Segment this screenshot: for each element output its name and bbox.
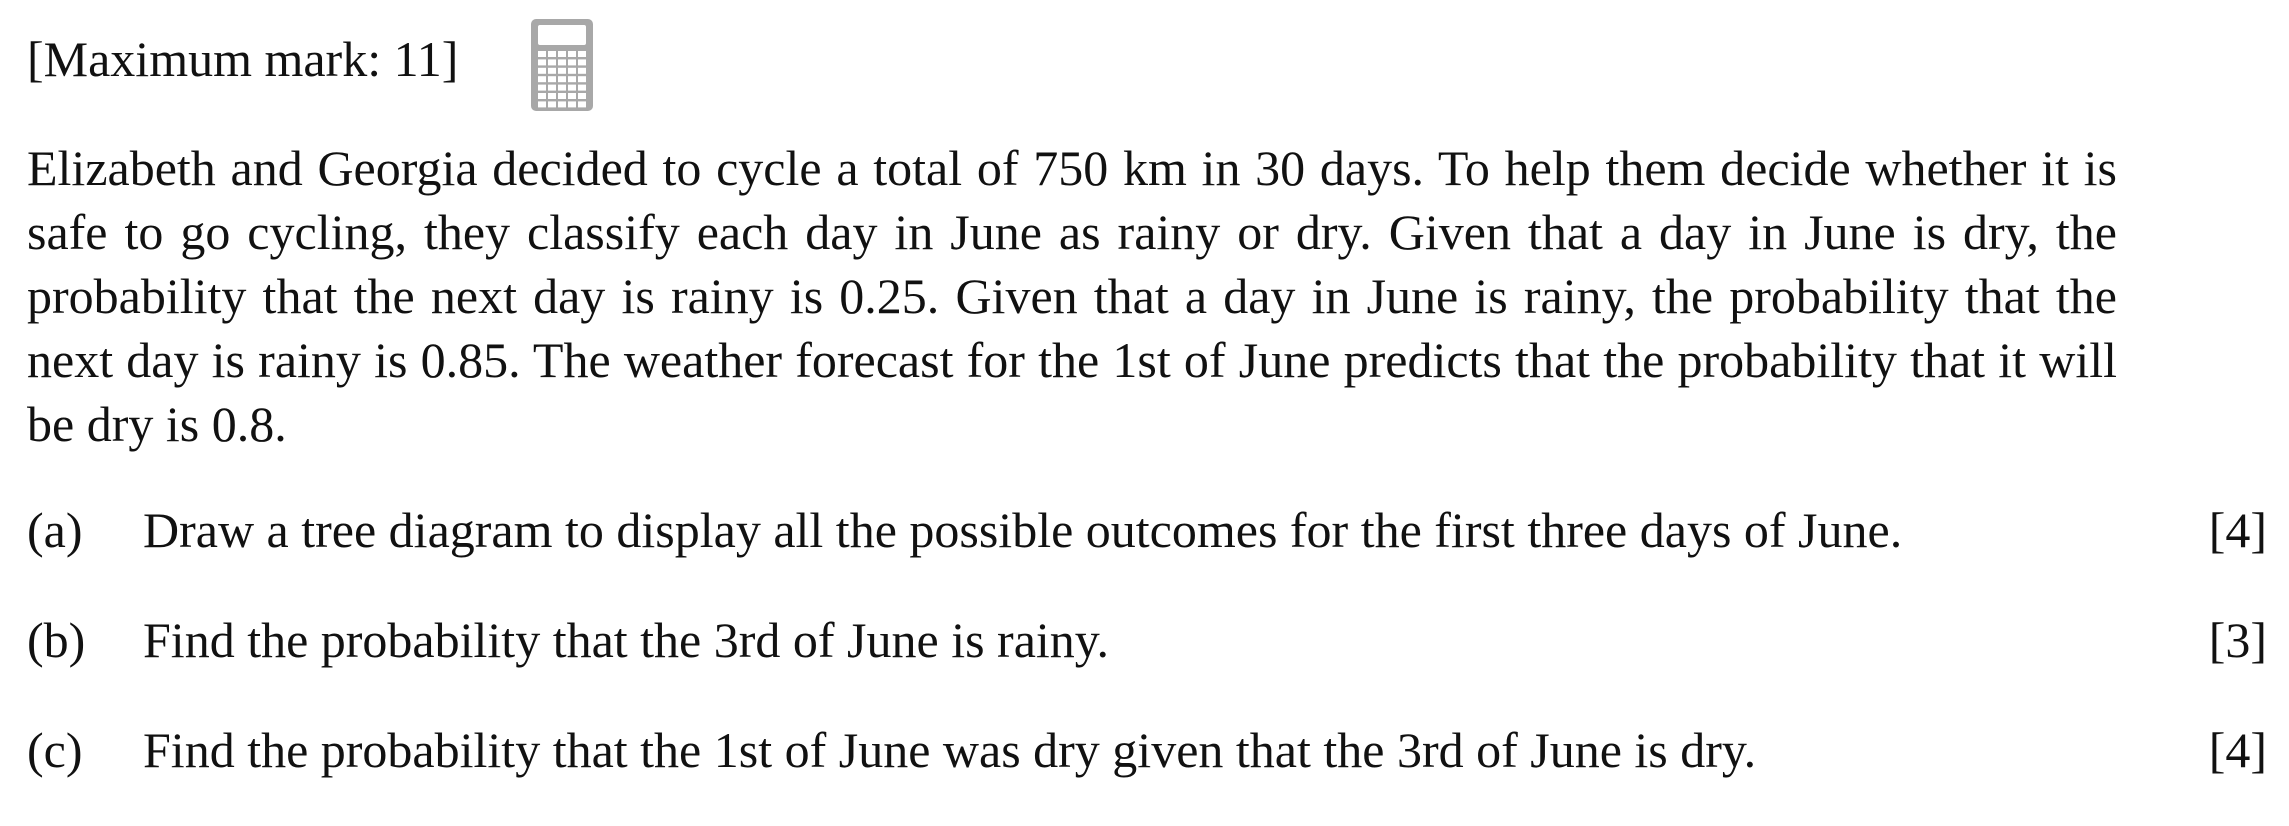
calculator-key: [548, 101, 557, 108]
calculator-key: [568, 84, 577, 91]
part-c-text: Find the probability that the 1st of Jun…: [143, 722, 1757, 778]
calculator-key: [558, 67, 567, 74]
calculator-key: [558, 84, 567, 91]
calculator-key: [558, 76, 567, 83]
calculator-key: [568, 93, 577, 99]
calculator-key: [548, 76, 557, 83]
calculator-key: [548, 93, 557, 99]
part-a-text: Draw a tree diagram to display all the p…: [143, 502, 1903, 558]
calculator-key: [558, 93, 567, 99]
calculator-key: [568, 67, 577, 74]
maximum-mark: [Maximum mark: 11]: [27, 31, 459, 87]
calculator-key: [538, 59, 547, 66]
calculator-key: [568, 59, 577, 66]
part-b-marks: [3]: [2208, 612, 2267, 668]
exam-question: [Maximum mark: 11] Elizabeth and Georgia…: [27, 0, 2267, 826]
calculator-key: [578, 59, 587, 66]
question-header: [Maximum mark: 11]: [27, 18, 594, 118]
part-a: (a) Draw a tree diagram to display all t…: [27, 498, 2267, 562]
calculator-key: [568, 51, 577, 57]
part-c-marks: [4]: [2208, 722, 2267, 778]
calculator-icon: [531, 19, 594, 111]
part-c: (c) Find the probability that the 1st of…: [27, 718, 2267, 782]
calculator-key: [558, 101, 567, 108]
calculator-key: [558, 59, 567, 66]
part-b-label: (b): [27, 612, 86, 668]
calculator-key: [578, 76, 587, 83]
calculator-key: [578, 67, 587, 74]
calculator-key: [568, 76, 577, 83]
calculator-key: [578, 51, 587, 57]
calculator-key: [548, 84, 557, 91]
part-b-text: Find the probability that the 3rd of Jun…: [143, 612, 1110, 668]
calculator-key: [578, 93, 587, 99]
calculator-key: [578, 84, 587, 91]
calculator-key: [538, 101, 547, 108]
calculator-key: [568, 101, 577, 108]
part-c-label: (c): [27, 722, 83, 778]
calculator-key: [548, 67, 557, 74]
calculator-key: [538, 76, 547, 83]
part-a-marks: [4]: [2208, 502, 2267, 558]
calculator-key: [558, 51, 567, 57]
calculator-key: [538, 67, 547, 74]
calculator-key: [548, 51, 557, 57]
part-a-label: (a): [27, 502, 83, 558]
question-stem: Elizabeth and Georgia decided to cycle a…: [27, 136, 2117, 456]
calculator-key: [538, 84, 547, 91]
calculator-key: [538, 51, 547, 57]
calculator-key: [578, 101, 587, 108]
calculator-key: [548, 59, 557, 66]
calculator-key: [538, 93, 547, 99]
part-b: (b) Find the probability that the 3rd of…: [27, 608, 2267, 672]
stem-text: Elizabeth and Georgia decided to cycle a…: [27, 140, 2117, 452]
